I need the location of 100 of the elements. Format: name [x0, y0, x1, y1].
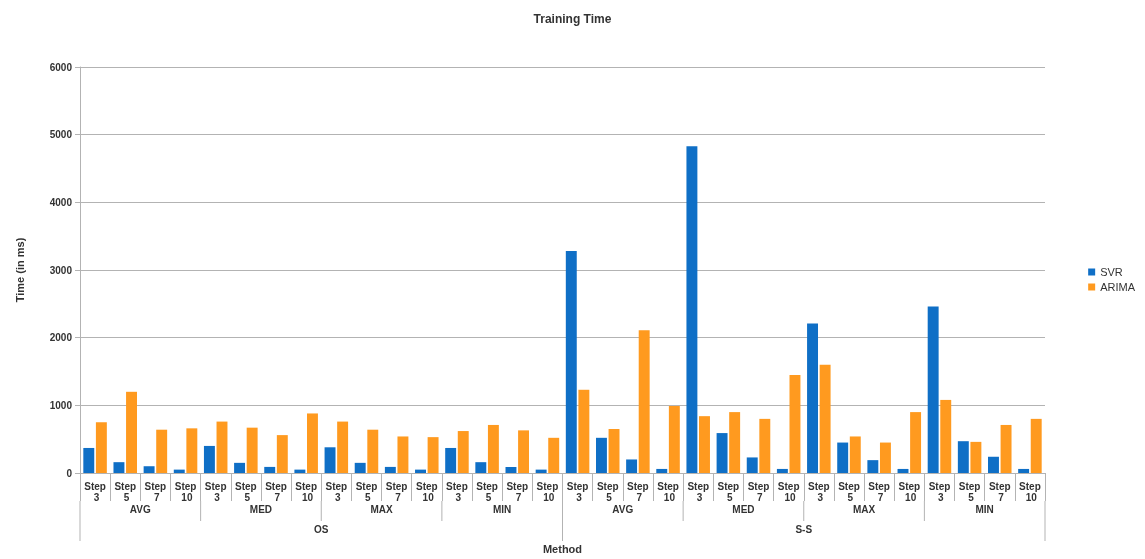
x-tick-label: Step 5	[958, 481, 981, 503]
bar	[716, 433, 728, 473]
bar	[216, 421, 228, 473]
bar	[337, 421, 349, 473]
bar	[306, 413, 318, 473]
bar	[83, 447, 95, 473]
bar	[595, 437, 607, 473]
x-tick-label: Step 7	[747, 481, 770, 503]
x-tick-label: Step 3	[325, 481, 348, 503]
chart-title: Training Time	[533, 12, 612, 26]
x-tick-label: Step 7	[988, 481, 1011, 503]
bar	[897, 468, 909, 473]
bar	[1018, 468, 1030, 473]
x-tick-label: Step 5	[476, 481, 498, 503]
text: MED	[732, 503, 755, 515]
bar	[397, 436, 409, 473]
x-axis-title: Method	[542, 542, 583, 555]
bar	[156, 429, 168, 473]
x-tick-label: Step 5	[838, 481, 860, 503]
y-tick-label: 4000	[49, 196, 73, 208]
bar	[475, 462, 487, 473]
bar	[668, 406, 680, 473]
bar	[819, 364, 831, 473]
bar	[457, 431, 469, 473]
bar	[746, 457, 758, 473]
text: S-S	[795, 523, 813, 535]
bar	[384, 466, 396, 473]
x-tick-label: Step 5	[114, 481, 137, 503]
x-tick-label: Step 5	[355, 481, 378, 503]
bar	[940, 399, 952, 473]
bar	[1030, 418, 1042, 473]
bar	[354, 462, 366, 473]
bar	[759, 418, 771, 473]
bar	[699, 416, 710, 473]
bar	[837, 442, 849, 473]
bar	[548, 437, 560, 473]
bar	[505, 466, 517, 473]
bar	[626, 459, 638, 473]
bar	[608, 429, 620, 473]
y-tick-label: 3000	[49, 264, 73, 276]
bar	[686, 146, 698, 473]
x-tick-label: Step 5	[717, 481, 740, 503]
x-tick-label: Step 7	[144, 481, 167, 503]
bar	[988, 456, 999, 473]
x-tick-label: Step 10	[657, 481, 679, 503]
text: MIN	[493, 503, 512, 515]
bar	[143, 466, 155, 473]
x-tick-label: Step 10	[898, 481, 921, 503]
x-tick-label: Step 3	[446, 481, 468, 503]
bar	[638, 330, 650, 473]
text: AVG	[129, 503, 151, 515]
bar	[910, 412, 922, 473]
x-tick-label: Step 5	[235, 481, 257, 503]
bar	[927, 306, 939, 473]
x-tick-label: Step 7	[385, 481, 408, 503]
bar	[186, 428, 198, 473]
bar	[1000, 424, 1012, 473]
bar	[867, 460, 879, 473]
bar	[445, 447, 457, 473]
y-tick-label: 2000	[49, 332, 73, 344]
bar	[203, 445, 215, 473]
bar	[776, 468, 788, 473]
y-tick-label: 0	[66, 467, 73, 479]
bar	[849, 436, 861, 473]
bar	[276, 435, 288, 473]
bar	[234, 462, 246, 473]
x-tick-label: Step 3	[204, 481, 227, 503]
x-tick-label: Step 3	[807, 481, 830, 503]
x-tick-label: Step 5	[596, 481, 619, 503]
bar	[970, 441, 982, 473]
text: AVG	[612, 503, 634, 515]
x-tick-label: Step 10	[536, 481, 559, 503]
bar	[95, 422, 107, 473]
bar	[729, 412, 741, 473]
y-tick-label: 1000	[49, 399, 73, 411]
y-axis-title: Time (in ms)	[13, 237, 26, 303]
text: OS	[314, 523, 329, 535]
x-tick-label: Step 7	[627, 481, 649, 503]
bar	[324, 447, 336, 473]
bar	[427, 437, 439, 473]
bar	[789, 374, 801, 473]
bar	[656, 468, 668, 473]
x-tick-label: Step 3	[928, 481, 951, 503]
text: MAX	[370, 503, 393, 515]
legend-label: SVR	[1100, 266, 1123, 278]
x-tick-label: Step 10	[174, 481, 197, 503]
x-tick-label: Step 3	[84, 481, 106, 503]
text: MED	[249, 503, 273, 515]
bar	[879, 442, 891, 473]
x-tick-label: Step 3	[566, 481, 589, 503]
text: MIN	[975, 503, 994, 515]
bar	[113, 462, 125, 473]
bar	[565, 251, 577, 473]
x-tick-label: Step 10	[415, 481, 438, 503]
bar	[578, 389, 590, 473]
y-tick-label: 5000	[49, 129, 73, 141]
x-tick-label: Step 10	[1019, 481, 1041, 503]
bar	[246, 427, 258, 473]
x-tick-label: Step 10	[295, 481, 318, 503]
bar	[367, 429, 379, 473]
